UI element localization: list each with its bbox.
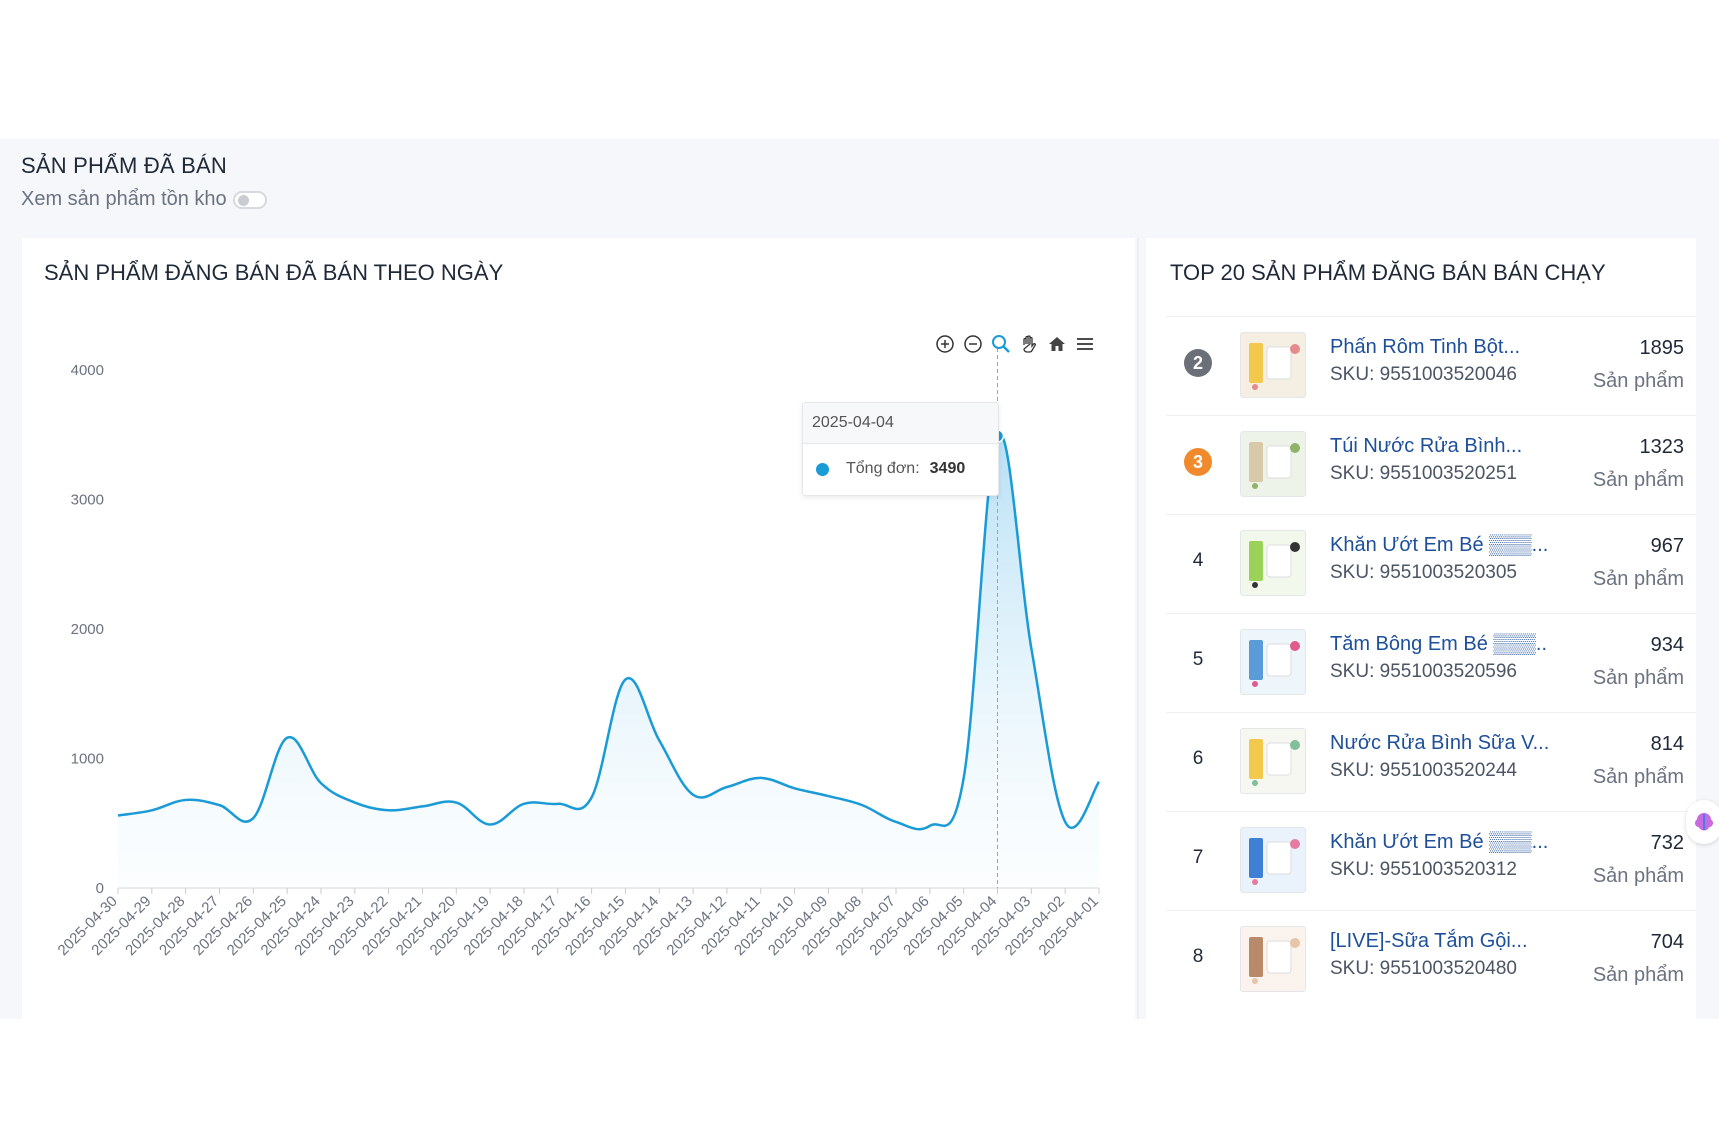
y-tick-label: 0 [96,880,104,897]
product-thumbnail[interactable] [1240,530,1306,596]
product-image [1249,838,1300,885]
assistant-floating-button[interactable] [1686,800,1719,844]
product-thumbnail[interactable] [1240,827,1306,893]
chart-tooltip: 2025-04-04 Tổng đơn: 3490 [802,402,999,496]
product-image [1249,640,1300,687]
tooltip-body: Tổng đơn: 3490 [803,444,998,494]
series-line [117,432,1101,831]
rank-number: 5 [1192,649,1204,670]
rank-number: 4 [1192,550,1204,571]
toggle-knob [237,194,249,206]
tooltip-date: 2025-04-04 [803,403,998,444]
top-product-row[interactable]: 8 [LIVE]-Sữa Tắm Gội... SKU: 955100352048… [1166,910,1696,1009]
product-thumbnail[interactable] [1240,332,1306,398]
sold-unit: Sản phẩm [1592,964,1684,986]
y-tick-label: 3000 [71,492,104,509]
sold-unit: Sản phẩm [1592,667,1684,689]
sold-count: 934 [1650,634,1684,656]
home-icon[interactable] [1046,333,1068,355]
brain-icon [1695,813,1713,831]
top-product-row[interactable]: 7 Khăn Ướt Em Bé ▒▒▒... SKU: 955100352031… [1166,811,1696,910]
top-product-row[interactable]: 2 Phấn Rôm Tinh Bột... SKU: 9551003520046… [1166,316,1696,415]
chart-toolbar [934,333,1096,355]
top-product-row[interactable]: 4 Khăn Ướt Em Bé ▒▒▒... SKU: 955100352030… [1166,514,1696,613]
y-tick-label: 4000 [71,362,104,379]
sold-count: 814 [1650,733,1684,755]
product-thumbnail[interactable] [1240,926,1306,992]
product-sku: SKU: 9551003520244 [1330,760,1517,781]
product-sku: SKU: 9551003520251 [1330,463,1517,484]
product-image [1249,739,1300,786]
sold-count: 1895 [1639,337,1685,359]
section-title: SẢN PHẨM ĐÃ BÁN [21,153,227,178]
rank-number: 6 [1192,748,1204,769]
rank-number: 8 [1192,946,1204,967]
top-products-card: TOP 20 SẢN PHẨM ĐĂNG BÁN BÁN CHẠY 2 Phấn… [1146,238,1696,1019]
menu-icon[interactable] [1074,333,1096,355]
cards-divider [1137,238,1139,1019]
rank-badge: 2 [1184,349,1212,377]
product-sku: SKU: 9551003520596 [1330,661,1517,682]
sold-unit: Sản phẩm [1592,766,1684,788]
sold-count: 967 [1650,535,1684,557]
product-thumbnail[interactable] [1240,728,1306,794]
product-name-link[interactable]: Túi Nước Rửa Bình... [1330,435,1523,457]
top-products-list: 2 Phấn Rôm Tinh Bột... SKU: 9551003520046… [1166,316,1696,1009]
product-sku: SKU: 9551003520312 [1330,859,1517,880]
daily-sold-chart: 400030002000100002025-04-302025-04-29202… [55,348,1102,959]
tooltip-value: 3490 [929,460,966,477]
product-sku: SKU: 9551003520305 [1330,562,1517,583]
top-product-row[interactable]: 3 Túi Nước Rửa Bình... SKU: 9551003520251… [1166,415,1696,514]
sold-count: 704 [1650,931,1684,953]
zoom-out-icon[interactable] [962,333,984,355]
sold-unit: Sản phẩm [1592,469,1684,491]
product-sku: SKU: 9551003520046 [1330,364,1517,385]
y-tick-label: 1000 [71,751,104,768]
tooltip-label: Tổng đơn: [846,460,920,477]
top-product-row[interactable]: 6 Nước Rửa Bình Sữa V... SKU: 95510035202… [1166,712,1696,811]
inventory-toggle-row: Xem sản phẩm tồn kho [21,188,267,211]
sold-unit: Sản phẩm [1592,370,1684,392]
tooltip-series-dot [816,462,829,476]
pan-hand-icon[interactable] [1018,333,1040,355]
product-thumbnail[interactable] [1240,629,1306,695]
sold-unit: Sản phẩm [1592,568,1684,590]
product-name-link[interactable]: [LIVE]-Sữa Tắm Gội... [1330,930,1528,952]
product-image [1249,541,1300,588]
chart-card-title: SẢN PHẨM ĐĂNG BÁN ĐÃ BÁN THEO NGÀY [44,260,504,285]
rank-number: 7 [1192,847,1204,868]
product-name-link[interactable]: Khăn Ướt Em Bé ▒▒▒... [1330,534,1549,556]
sold-count: 732 [1650,832,1684,854]
top-product-row[interactable]: 5 Tăm Bông Em Bé ▒▒▒.. SKU: 9551003520596… [1166,613,1696,712]
series-area [118,433,1099,888]
product-image [1249,343,1300,390]
zoom-select-icon[interactable] [990,333,1012,355]
product-image [1249,937,1300,984]
product-name-link[interactable]: Nước Rửa Bình Sữa V... [1330,732,1550,754]
inventory-toggle-label: Xem sản phẩm tồn kho [21,188,227,210]
product-thumbnail[interactable] [1240,431,1306,497]
rank-badge: 3 [1184,448,1212,476]
product-name-link[interactable]: Phấn Rôm Tinh Bột... [1330,336,1521,358]
product-sku: SKU: 9551003520480 [1330,958,1517,979]
top-products-title: TOP 20 SẢN PHẨM ĐĂNG BÁN BÁN CHẠY [1170,260,1606,285]
product-image [1249,442,1300,489]
product-name-link[interactable]: Tăm Bông Em Bé ▒▒▒.. [1330,633,1548,655]
sold-unit: Sản phẩm [1592,865,1684,887]
zoom-in-icon[interactable] [934,333,956,355]
y-tick-label: 2000 [71,621,104,638]
sold-count: 1323 [1639,436,1685,458]
daily-sold-chart-card: SẢN PHẨM ĐĂNG BÁN ĐÃ BÁN THEO NGÀY 4000 3… [22,238,1135,1019]
inventory-toggle-switch[interactable] [232,190,267,209]
product-name-link[interactable]: Khăn Ướt Em Bé ▒▒▒... [1330,831,1549,853]
